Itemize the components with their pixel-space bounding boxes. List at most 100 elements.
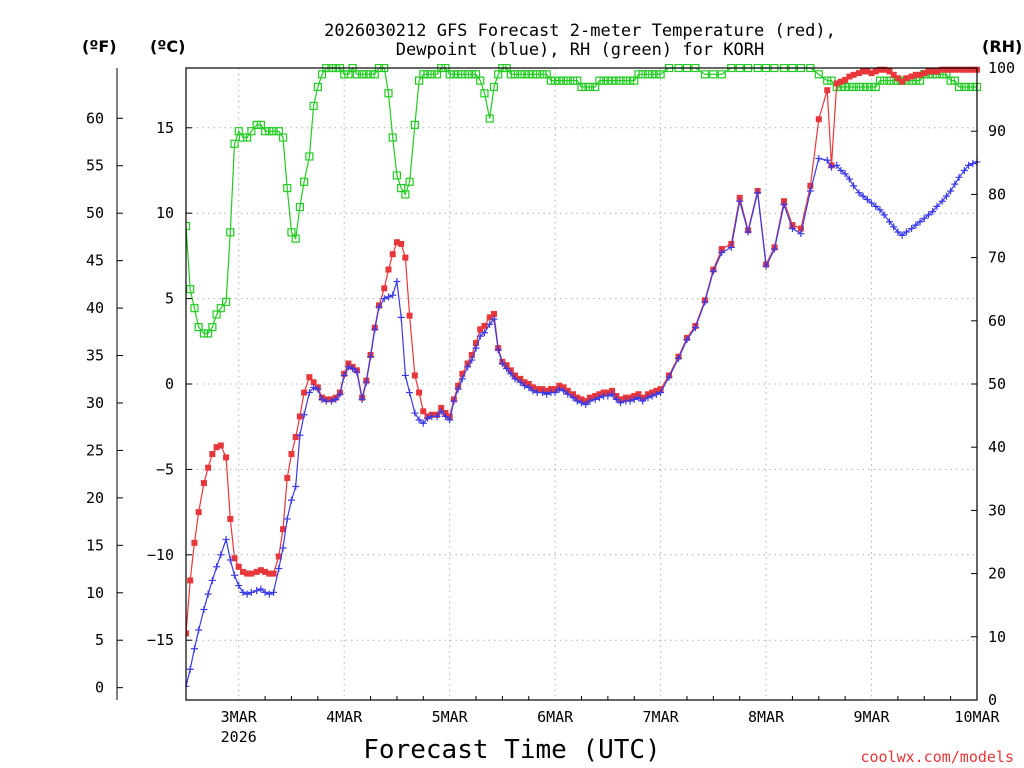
- temperature-point: [420, 408, 427, 415]
- temperature-point: [933, 68, 940, 75]
- temperature-point: [231, 555, 238, 562]
- rh-tick-label: 50: [988, 375, 1006, 393]
- chart-title-line1: 2026030212 GFS Forecast 2-meter Temperat…: [324, 21, 836, 41]
- temperature-point: [477, 326, 484, 333]
- rh-point: [305, 152, 314, 161]
- rh-point: [247, 127, 256, 136]
- dewpoint-point: [709, 267, 717, 275]
- dewpoint-point: [213, 563, 221, 571]
- dewpoint-point: [389, 291, 397, 299]
- dewpoint-point: [845, 175, 853, 183]
- rh-point: [392, 171, 402, 180]
- rh-point: [309, 101, 318, 111]
- temperature-point: [416, 389, 423, 396]
- rh-point: [630, 76, 639, 85]
- temperature-point: [280, 526, 287, 533]
- rh-point: [867, 82, 876, 92]
- dewpoint-point: [195, 626, 203, 634]
- dewpoint-point: [657, 389, 665, 397]
- fahrenheit-tick-label: 55: [86, 157, 104, 175]
- dewpoint-point: [525, 383, 533, 391]
- rh-point: [208, 323, 217, 332]
- dewpoint-point: [375, 303, 383, 311]
- rh-point: [516, 70, 525, 79]
- temperature-point: [864, 68, 871, 75]
- dewpoint-point: [902, 228, 910, 236]
- dewpoint-point: [551, 389, 559, 397]
- rh-point: [423, 70, 432, 79]
- dewpoint-point: [458, 375, 466, 383]
- temperature-point: [270, 570, 277, 577]
- rh-point: [634, 70, 643, 79]
- temperature-point: [846, 73, 853, 80]
- temperature-point: [947, 66, 954, 73]
- rh-point: [494, 70, 503, 79]
- temperature-point: [200, 480, 207, 487]
- celsius-tick-label: −15: [147, 631, 174, 649]
- temperature-point: [468, 351, 475, 358]
- dewpoint-point: [626, 397, 634, 405]
- dewpoint-point: [310, 383, 318, 391]
- rh-point: [823, 76, 832, 85]
- dewpoint-point: [744, 228, 752, 236]
- temperature-point: [943, 66, 950, 73]
- dewpoint-point: [564, 390, 572, 398]
- rh-point: [625, 76, 635, 85]
- rh-point: [616, 76, 625, 85]
- rh-point: [234, 127, 243, 136]
- x-tick-label: 4MAR: [326, 708, 363, 726]
- temperature-point: [908, 73, 915, 80]
- dewpoint-point: [415, 416, 423, 424]
- dewpoint-point: [823, 156, 831, 164]
- dewpoint-point: [965, 161, 973, 169]
- rh-point: [287, 228, 296, 237]
- rh-point: [344, 70, 353, 79]
- dewpoint-point: [771, 245, 779, 253]
- unit-label-celsius: (ºC): [150, 37, 185, 56]
- dewpoint-point: [257, 585, 265, 593]
- temperature-point: [381, 285, 388, 292]
- rh-point: [238, 133, 248, 142]
- temperature-point: [899, 78, 906, 85]
- x-tick-label: 10MAR: [954, 708, 1000, 726]
- temperature-point: [917, 71, 924, 78]
- dewpoint-point: [942, 192, 950, 200]
- dewpoint-point: [933, 202, 941, 210]
- dewpoint-point: [648, 392, 656, 400]
- rh-point: [226, 228, 235, 237]
- dewpoint-point: [872, 202, 880, 210]
- unit-label-rh: (RH): [982, 37, 1022, 56]
- dewpoint-point: [938, 197, 946, 205]
- rh-point: [643, 70, 653, 79]
- rh-tick-label: 60: [988, 312, 1006, 330]
- dewpoint-point: [393, 278, 401, 286]
- dewpoint-point: [880, 211, 888, 219]
- rh-point: [528, 70, 538, 79]
- dewpoint-point: [560, 387, 568, 395]
- dewpoint-point: [287, 496, 295, 504]
- rh-point: [603, 76, 612, 85]
- fahrenheit-tick-label: 50: [86, 204, 104, 222]
- temperature-point: [187, 577, 194, 584]
- celsius-tick-label: 15: [156, 119, 174, 137]
- rh-tick-label: 90: [988, 122, 1006, 140]
- dewpoint-point: [827, 163, 835, 171]
- dewpoint-point: [200, 605, 208, 613]
- dewpoint-point: [754, 189, 762, 197]
- dewpoint-point: [358, 395, 366, 403]
- dewpoint-point: [850, 182, 858, 190]
- temperature-point: [824, 87, 831, 94]
- dewpoint-point: [239, 588, 247, 596]
- rh-point: [717, 70, 726, 79]
- axes: 3MAR 2026 4MAR 5MAR 6MAR 7MAR 8MAR 9MAR 10MAR −15…: [86, 59, 1015, 746]
- temperature-point: [956, 66, 963, 73]
- rh-point: [599, 76, 608, 85]
- dewpoint-point: [586, 397, 594, 405]
- x-tick-sublabel: 2026: [221, 728, 257, 746]
- dewpoint-point: [270, 588, 278, 596]
- rh-point: [871, 82, 880, 92]
- rh-point: [542, 70, 551, 79]
- fahrenheit-tick-label: 20: [86, 489, 104, 507]
- dewpoint-point: [591, 395, 599, 403]
